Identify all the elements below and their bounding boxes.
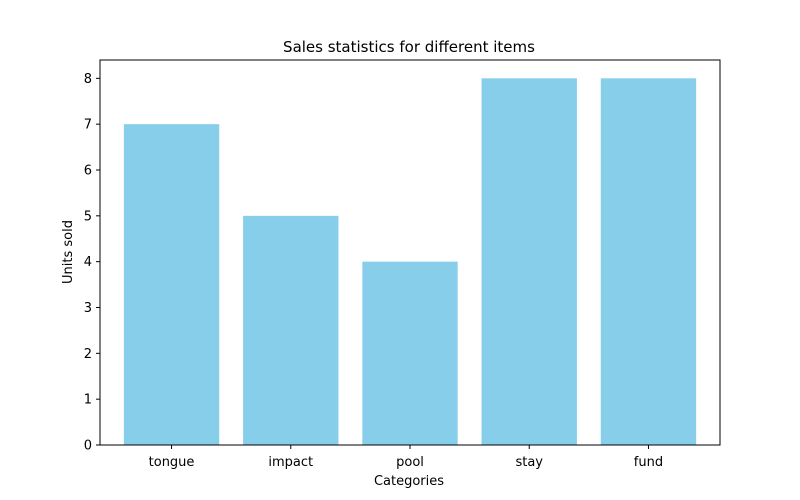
- bar-fund: [600, 78, 697, 445]
- y-tick-label: 4: [84, 255, 92, 270]
- y-tick-label: 6: [84, 164, 92, 179]
- y-axis-title: Units sold: [61, 220, 76, 284]
- y-tick-label: 5: [84, 209, 92, 224]
- x-tick-label: pool: [396, 455, 424, 470]
- bar-stay: [481, 78, 577, 445]
- y-tick-label: 0: [84, 439, 92, 454]
- y-tick-label: 2: [84, 347, 92, 362]
- y-tick-label: 7: [84, 118, 92, 133]
- bar-impact: [243, 215, 339, 445]
- y-tick-label: 3: [84, 301, 92, 316]
- y-tick-label: 8: [84, 72, 92, 87]
- bar-tongue: [123, 124, 220, 446]
- x-tick-label: fund: [634, 455, 663, 470]
- y-tick-label: 1: [84, 393, 92, 408]
- chart-title: Sales statistics for different items: [283, 38, 535, 56]
- x-tick-label: tongue: [149, 455, 195, 470]
- y-axis: 0 1 2 3 4 5 6 7 8: [84, 72, 100, 454]
- x-tick-label: impact: [268, 455, 313, 470]
- bar-pool: [362, 261, 458, 445]
- plot-frame: [99, 59, 721, 446]
- x-axis: tongue impact pool stay fund: [149, 445, 663, 470]
- x-tick-label: stay: [515, 455, 543, 470]
- bars-group: [123, 78, 697, 446]
- x-axis-title: Categories: [374, 474, 444, 489]
